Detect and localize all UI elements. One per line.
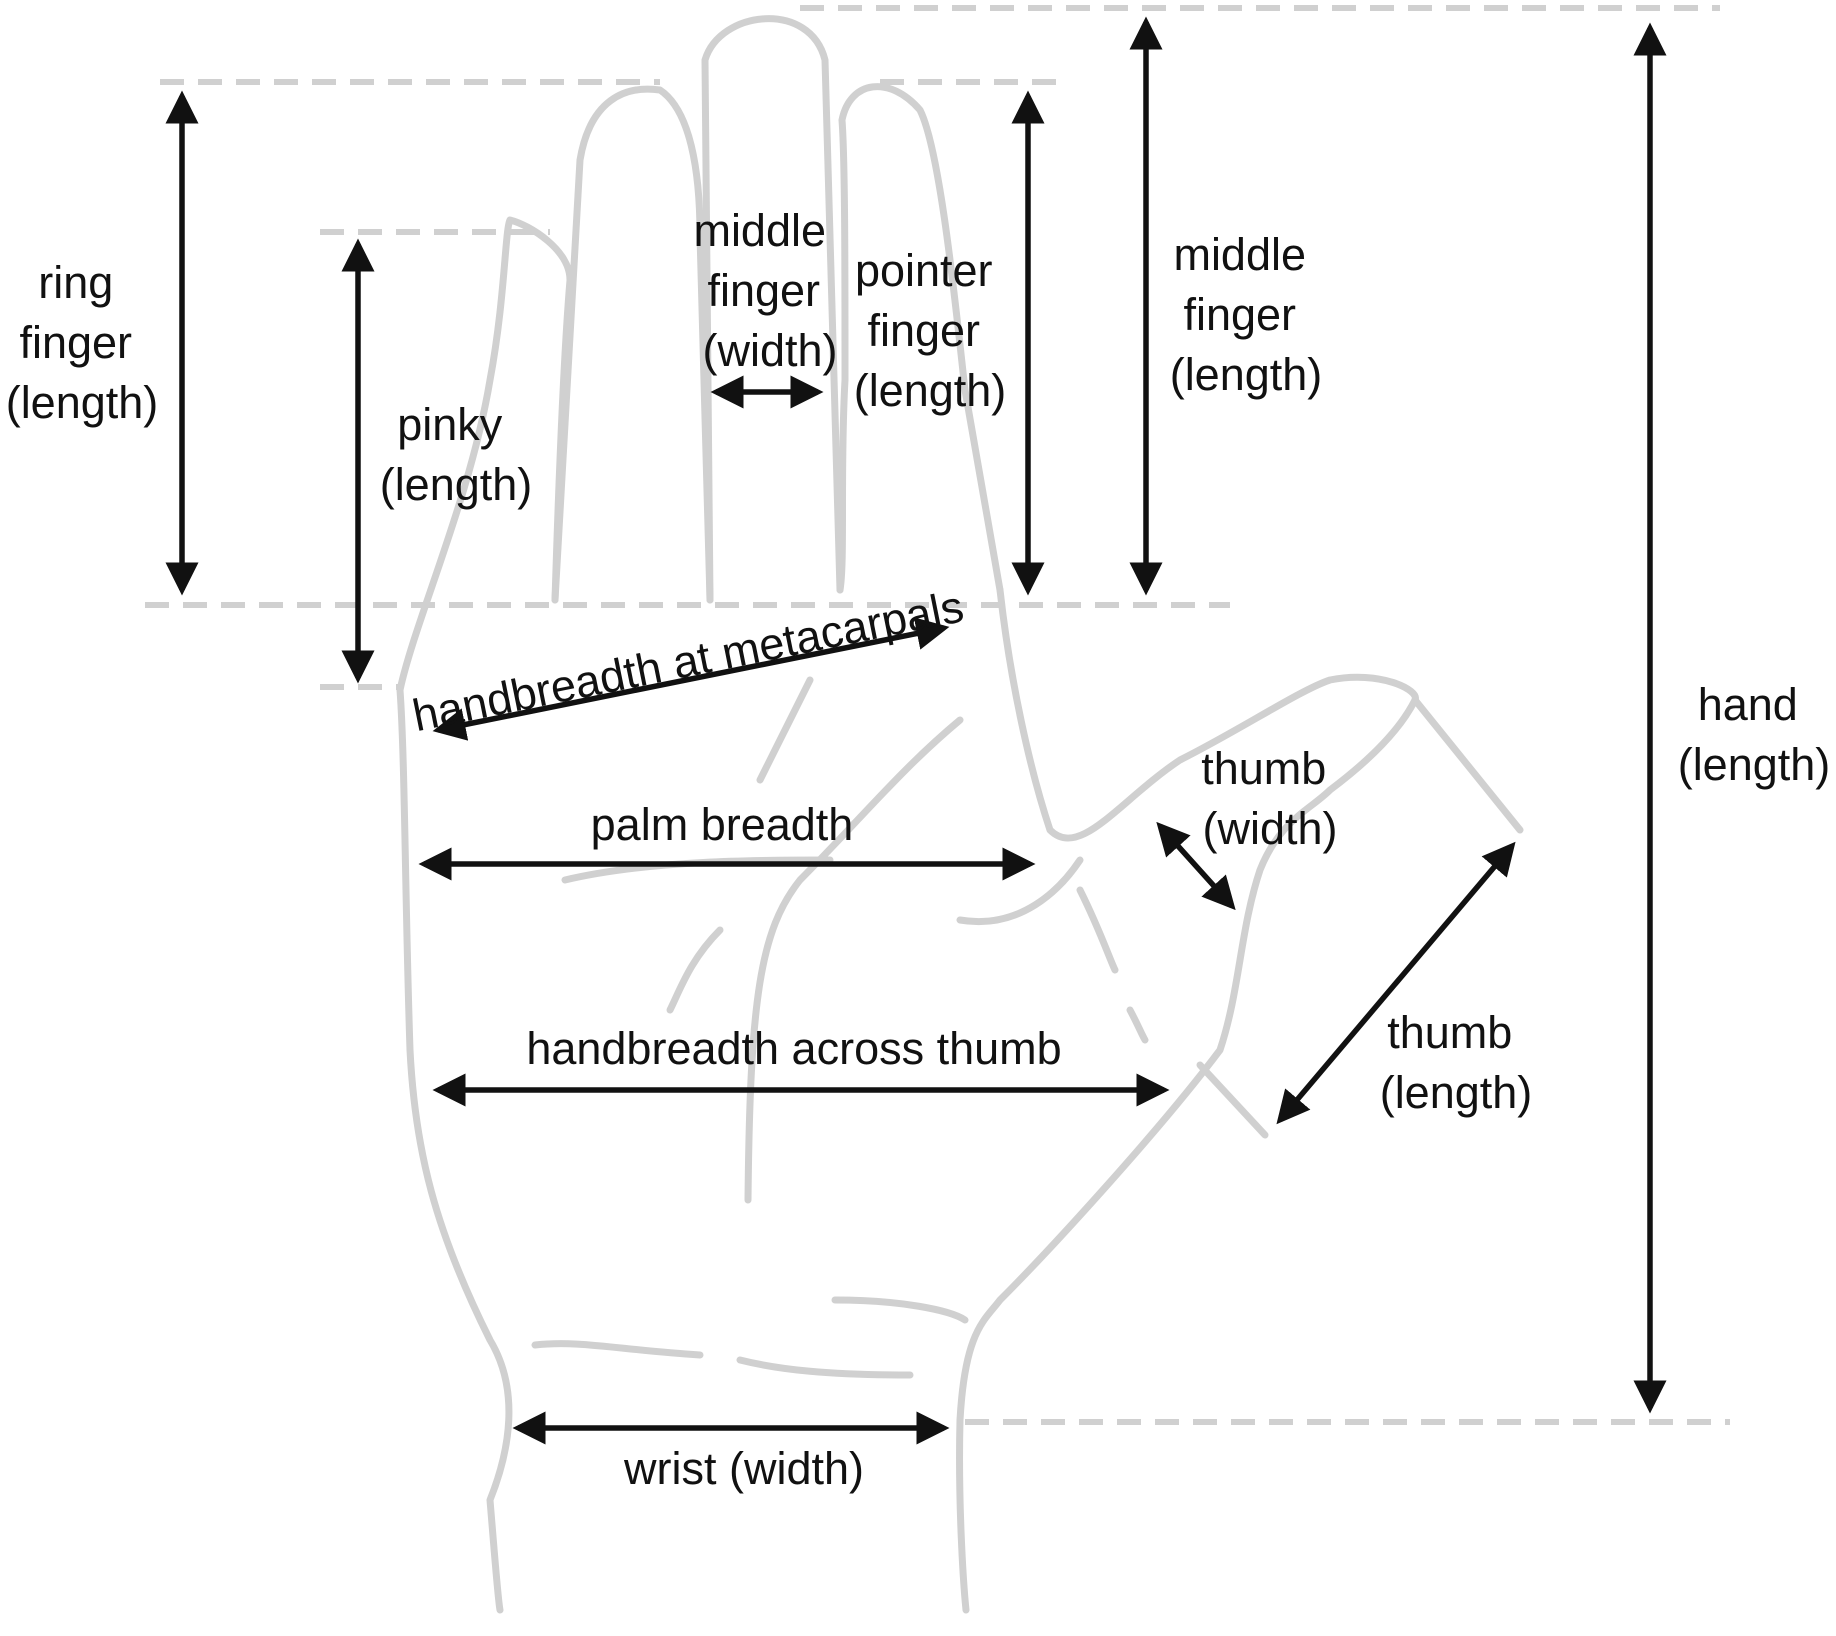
measurement-arrows (165, 16, 1667, 1445)
across-thumb-label: handbreadth across thumb (526, 1023, 1061, 1074)
palm-breadth-label: palm breadth (591, 799, 854, 850)
pointer-finger-label: pointer finger (length) (854, 245, 1007, 416)
thumb-length-label: thumb (length) (1380, 1007, 1533, 1118)
middle-finger-length-label: middle finger (length) (1170, 229, 1323, 400)
thumb-length-arrow (1276, 841, 1516, 1125)
hand-length-label: hand (length) (1678, 679, 1831, 790)
measurement-labels: ring finger (length) pinky (length) midd… (6, 205, 1831, 1494)
middle-finger-width-label: middle finger (width) (693, 205, 838, 376)
guide-lines (145, 5, 1730, 1425)
ring-finger-label: ring finger (length) (6, 257, 159, 428)
thumb-width-arrow (1156, 821, 1236, 911)
wrist-width-label: wrist (width) (623, 1443, 864, 1494)
thumb-width-label: thumb (width) (1201, 743, 1339, 854)
pinky-label: pinky (length) (380, 399, 533, 510)
metacarpals-arrow (432, 617, 950, 741)
